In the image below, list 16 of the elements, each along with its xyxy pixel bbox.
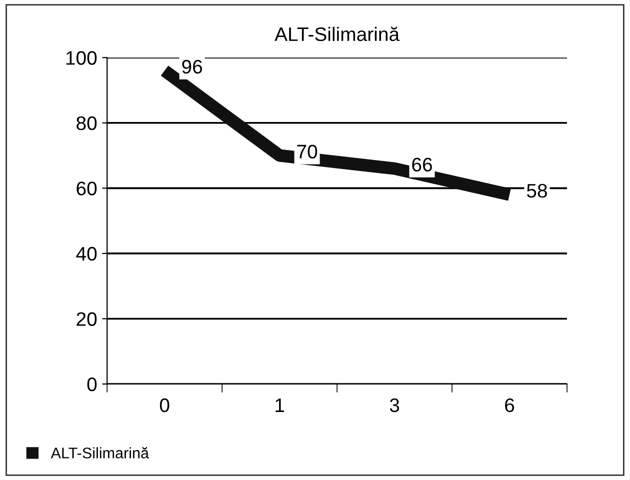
legend-label: ALT-Silimarină xyxy=(50,447,150,458)
y-tick-label: 60 xyxy=(76,182,97,196)
data-label: 96 xyxy=(182,60,202,74)
y-tick-label: 100 xyxy=(66,51,97,65)
x-tick-label: 3 xyxy=(390,398,400,412)
chart-title: ALT-Silimarină xyxy=(274,26,400,42)
data-label: 58 xyxy=(526,184,547,198)
data-label: 70 xyxy=(297,144,318,158)
x-tick-label: 6 xyxy=(505,398,514,412)
x-tick-label: 1 xyxy=(276,398,284,412)
data-label: 66 xyxy=(412,158,432,172)
x-tick-label: 0 xyxy=(160,398,170,412)
y-tick-label: 40 xyxy=(76,246,97,261)
y-tick-label: 0 xyxy=(87,377,97,392)
y-tick-label: 80 xyxy=(76,116,97,130)
y-tick-label: 20 xyxy=(76,312,97,326)
